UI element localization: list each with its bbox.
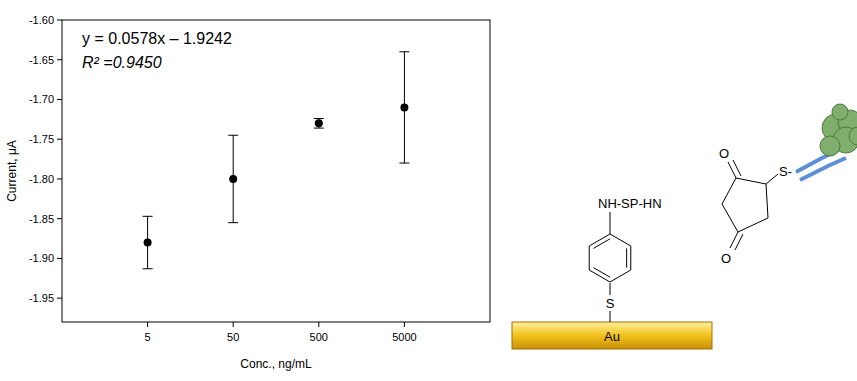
carbonyl bbox=[735, 234, 743, 250]
carbonyl bbox=[733, 160, 741, 176]
error-cap bbox=[228, 135, 238, 136]
y-tick-label: -1.60 bbox=[29, 14, 54, 26]
error-cap bbox=[399, 51, 409, 52]
annotation: y = 0.0578x – 1.9242 bbox=[82, 30, 232, 47]
error-bar bbox=[143, 216, 153, 268]
error-bar bbox=[314, 119, 324, 129]
y-tick-label: -1.65 bbox=[29, 54, 54, 66]
x-tick bbox=[147, 322, 148, 327]
gold-electrode bbox=[512, 322, 712, 349]
sulfur-label: S bbox=[606, 296, 615, 311]
bond bbox=[610, 212, 611, 234]
succinimide-ring bbox=[722, 178, 768, 232]
y-tick bbox=[57, 59, 62, 60]
au-label: Au bbox=[604, 329, 620, 344]
data-point bbox=[400, 103, 408, 111]
x-tick-label: 500 bbox=[310, 331, 328, 343]
x-tick bbox=[404, 322, 405, 327]
bond bbox=[766, 174, 778, 184]
y-tick bbox=[57, 178, 62, 179]
y-tick bbox=[57, 218, 62, 219]
error-cap bbox=[314, 128, 324, 129]
bond bbox=[610, 311, 611, 322]
y-tick-label: -1.80 bbox=[29, 173, 54, 185]
x-tick-label: 50 bbox=[227, 331, 239, 343]
data-point bbox=[229, 175, 237, 183]
double-bond bbox=[593, 268, 610, 278]
x-tick bbox=[318, 322, 319, 327]
annotation: R² =0.9450 bbox=[82, 54, 162, 71]
error-cap bbox=[228, 222, 238, 223]
data-point bbox=[315, 119, 323, 127]
x-tick-label: 5 bbox=[145, 331, 151, 343]
error-cap bbox=[143, 216, 153, 217]
protein bbox=[832, 104, 848, 120]
protein bbox=[820, 136, 840, 156]
y-tick-label: -1.85 bbox=[29, 213, 54, 225]
double-bond bbox=[593, 239, 610, 249]
oxygen-label: O bbox=[721, 251, 731, 266]
benzene-ring bbox=[589, 234, 631, 282]
error-bar bbox=[228, 135, 238, 222]
figure: -1.60 -1.65 -1.70 -1.75 -1.80 -1.85 -1.90 -1.95… bbox=[0, 0, 857, 381]
y-tick-label: -1.75 bbox=[29, 133, 54, 145]
y-tick bbox=[57, 258, 62, 259]
antibody bbox=[796, 150, 846, 180]
error-cap bbox=[143, 268, 153, 269]
x-axis-label: Conc., ng/mL bbox=[240, 357, 312, 371]
y-tick bbox=[57, 20, 62, 21]
y-tick bbox=[57, 298, 62, 299]
data-group bbox=[143, 52, 410, 269]
thiol-label: S- bbox=[779, 164, 792, 179]
error-cap bbox=[399, 163, 409, 164]
error-cap bbox=[314, 118, 324, 119]
plot-frame bbox=[62, 20, 490, 322]
y-axis-label: Current, μA bbox=[5, 140, 19, 202]
y-tick-label: -1.95 bbox=[29, 292, 54, 304]
protein bbox=[849, 127, 857, 145]
surface-diagram: Au S NH-SP-HN O O S- bbox=[512, 104, 857, 349]
double-bond bbox=[626, 248, 627, 267]
oxygen-label: O bbox=[719, 146, 729, 161]
linker-label: NH-SP-HN bbox=[598, 196, 662, 211]
y-tick-label: -1.70 bbox=[29, 93, 54, 105]
x-tick-label: 5000 bbox=[392, 331, 416, 343]
data-point bbox=[144, 239, 152, 247]
error-bar bbox=[399, 52, 409, 163]
x-tick bbox=[233, 322, 234, 327]
y-tick-label: -1.90 bbox=[29, 252, 54, 264]
y-tick bbox=[57, 99, 62, 100]
y-tick bbox=[57, 139, 62, 140]
bond bbox=[610, 283, 611, 295]
